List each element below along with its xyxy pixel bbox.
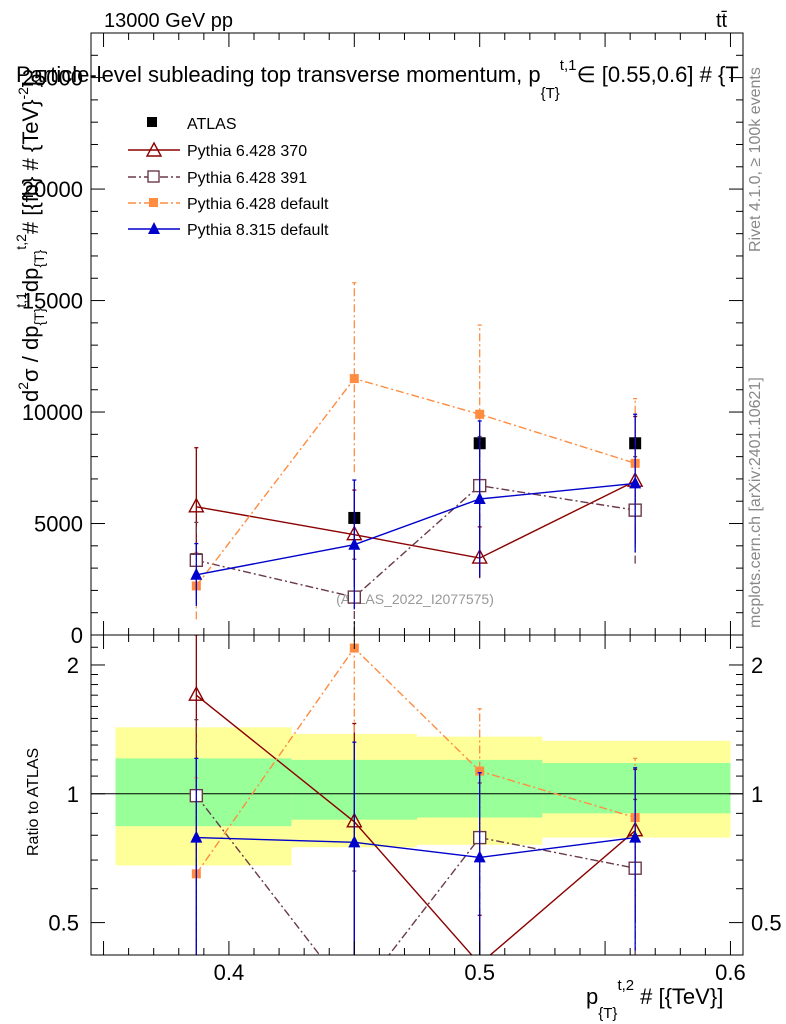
plot-title-sub: {T}: [541, 85, 560, 102]
main-series: [188, 282, 644, 635]
plot-title-tail: ∈ [0.55,0.6] # {T: [576, 62, 738, 87]
main-line-1: [196, 480, 636, 559]
main-point-4-2: [473, 491, 486, 504]
ratio-point-1-0: [188, 685, 205, 701]
main-series-3: [191, 282, 640, 620]
main-line-2: [196, 484, 636, 598]
energy-label: 13000 GeV pp: [104, 10, 233, 32]
main-ytick-label-3: 15000: [22, 289, 83, 314]
main-ytick-label-1: 5000: [34, 512, 83, 537]
main-ytick-label-4: 20000: [22, 177, 83, 202]
xlabel: p{T}t,2 # [{TeV}]: [586, 977, 723, 1022]
ratio-line-1: [195, 694, 636, 955]
ratio-point-4-2: [473, 850, 486, 863]
ratio-point-3-2: [475, 766, 485, 776]
ratio-line-3: [195, 647, 636, 875]
axis-ticks: [91, 32, 743, 955]
legend-p370-label: Pythia 6.428 370: [187, 143, 307, 160]
ylabel-d: # [{fb} # {TeV}: [18, 100, 43, 235]
ratio-ytick-label-l-1: 1: [67, 782, 79, 807]
main-point-4-3: [629, 476, 642, 489]
ratio-line-2: [195, 795, 636, 955]
rivet-label: Rivet 4.1.0, ≥ 100k events: [747, 67, 764, 252]
legend: ATLAS Pythia 6.428 370 Pythia 6.428 391 …: [128, 116, 329, 239]
ratio-ytick-label-l-2: 2: [67, 653, 79, 678]
plot-title-sup: t,1: [560, 57, 577, 74]
legend-atlas-marker: [147, 117, 157, 127]
axes-frames: [90, 32, 744, 956]
ratio-series-inner-4: [190, 741, 642, 955]
legend-p6def-marker: [149, 198, 158, 207]
mcplots-label: mcplots.cern.ch [arXiv:2401.10621]: [747, 377, 764, 628]
legend-p6def-label: Pythia 6.428 default: [187, 196, 329, 213]
band-inner-3: [542, 763, 731, 814]
xlabel-tail: # [{TeV}]: [640, 984, 723, 1009]
ratio-ytick-label-r-2: 2: [751, 653, 763, 678]
ratio-point-4-1: [348, 835, 361, 848]
legend-p391-label: Pythia 6.428 391: [187, 170, 307, 187]
ratio-ytick-label-r-1: 1: [751, 782, 763, 807]
ratio-point-4-0: [190, 830, 203, 843]
xtick-label-2: 0.6: [715, 960, 746, 985]
legend-p8def-marker: [148, 222, 160, 234]
band-inner-0: [115, 758, 292, 827]
main-point-4-1: [348, 537, 361, 550]
xlabel-sub: {T}: [598, 1005, 617, 1022]
plot-title: Particle-level subleading top transverse…: [16, 57, 739, 102]
main-line-4: [196, 482, 636, 576]
ylabel-a: d: [18, 390, 43, 402]
xtick-label-0: 0.4: [214, 960, 245, 985]
main-point-1-0: [188, 497, 205, 513]
plot-title-main: Particle-level subleading top transverse…: [16, 62, 541, 87]
main-ylabel: d2σ / dp{T}t,1dp{T}t,2# [{fb} # {TeV}-2]: [13, 81, 47, 402]
ratio-ylabel: Ratio to ATLAS: [25, 748, 42, 856]
ratio-line-4: [196, 836, 636, 859]
main-series-4: [190, 413, 642, 610]
main-point-3-1: [349, 374, 359, 384]
xlabel-main: p: [586, 984, 598, 1009]
ratio-ytick-label-r-0: 0.5: [751, 911, 782, 936]
analysis-watermark: (ATLAS_2022_I2077575): [336, 591, 494, 607]
ratio-ytick-label-l-0: 0.5: [48, 911, 79, 936]
main-ytick-label-2: 10000: [22, 400, 83, 425]
main-ytick-label-5: 25000: [22, 66, 83, 91]
legend-p370-marker: [145, 141, 163, 157]
main-point-3-2: [475, 409, 485, 419]
xlabel-sup: t,2: [617, 977, 634, 994]
xtick-label-1: 0.5: [464, 960, 495, 985]
ratio-point-4-3: [629, 830, 642, 843]
ylabel-c: dp: [18, 268, 43, 292]
main-series-1: [188, 415, 644, 580]
ylabel-b: σ / dp: [18, 326, 43, 382]
legend-p391-marker: [147, 170, 160, 183]
main-point-4-0: [190, 567, 203, 580]
ratio-point-2-1: [348, 994, 360, 1006]
process-label: tt̄: [716, 10, 728, 32]
ratio-series: [188, 635, 644, 1006]
main-line-3: [195, 377, 636, 587]
main-ytick-label-0: 0: [71, 623, 83, 648]
legend-atlas-label: ATLAS: [187, 116, 237, 133]
uncertainty-bands: [115, 727, 731, 866]
legend-p8def-label: Pythia 8.315 default: [187, 222, 329, 239]
ratio-frame: [90, 634, 744, 956]
ratio-series-4: [190, 741, 642, 955]
